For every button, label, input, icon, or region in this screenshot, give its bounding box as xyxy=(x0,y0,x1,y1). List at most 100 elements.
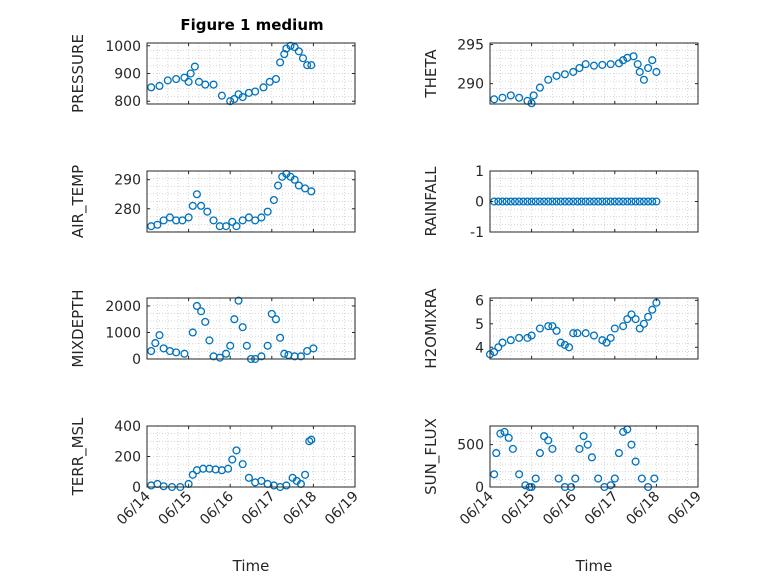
data-point xyxy=(221,349,231,358)
data-point xyxy=(535,197,544,206)
data-point xyxy=(583,440,592,449)
data-point xyxy=(147,83,156,92)
data-point xyxy=(309,344,318,353)
data-point xyxy=(257,352,266,361)
data-point xyxy=(506,197,515,206)
axes-box xyxy=(489,42,699,105)
x-tick-label: 06/18 xyxy=(280,489,320,529)
y-axis-label: THETA xyxy=(422,49,440,99)
y-tick-label: -1 xyxy=(470,225,484,241)
data-point xyxy=(639,197,648,206)
data-point xyxy=(153,220,162,229)
data-point xyxy=(186,69,195,78)
data-point xyxy=(226,97,235,106)
data-point xyxy=(147,346,156,356)
series-markers xyxy=(490,197,661,206)
data-point xyxy=(587,453,596,462)
data-point xyxy=(263,207,272,216)
x-tick-label: 06/19 xyxy=(665,489,705,529)
data-point xyxy=(635,197,644,206)
data-point xyxy=(230,94,239,104)
data-point xyxy=(589,331,599,340)
data-point xyxy=(192,190,201,199)
data-point xyxy=(498,338,507,347)
data-point xyxy=(556,197,565,206)
data-point xyxy=(296,352,305,361)
subplot-air_temp: 280 290 AIR_TEMP xyxy=(69,165,356,238)
data-point xyxy=(180,73,189,82)
data-point xyxy=(498,197,507,206)
y-axis-label: PRESSURE xyxy=(69,34,87,113)
data-point xyxy=(610,474,619,483)
data-point xyxy=(623,197,632,206)
data-point xyxy=(594,474,603,483)
data-point xyxy=(301,184,310,193)
data-point xyxy=(544,322,553,331)
y-axis-label: H2OMIXRA xyxy=(422,288,440,369)
data-point xyxy=(569,197,578,206)
data-point xyxy=(554,474,563,483)
x-tick-label: 06/16 xyxy=(540,488,580,528)
data-point xyxy=(201,317,210,326)
data-point xyxy=(610,324,619,333)
data-point xyxy=(290,175,299,184)
data-point xyxy=(523,197,532,206)
data-point xyxy=(560,197,569,206)
data-point xyxy=(648,305,657,314)
data-point xyxy=(257,213,266,222)
y-tick-label: 900 xyxy=(114,67,141,83)
data-point xyxy=(627,310,636,319)
data-point xyxy=(504,433,513,442)
data-point xyxy=(197,307,206,316)
data-point xyxy=(548,322,557,331)
data-point xyxy=(221,222,231,231)
data-point xyxy=(606,333,615,342)
axes-box xyxy=(489,425,699,488)
data-point xyxy=(307,187,316,196)
grid xyxy=(146,425,356,488)
y-tick-label: 0 xyxy=(132,352,141,368)
data-point xyxy=(560,340,569,349)
series-markers xyxy=(147,435,316,492)
data-point xyxy=(242,341,251,350)
data-point xyxy=(598,60,607,69)
data-point xyxy=(490,470,499,479)
data-point xyxy=(623,315,632,324)
data-point xyxy=(257,476,266,485)
data-point xyxy=(515,470,524,479)
data-point xyxy=(276,58,285,67)
data-point xyxy=(307,435,316,444)
data-point xyxy=(569,67,578,76)
data-point xyxy=(165,213,174,222)
data-point xyxy=(614,197,624,206)
data-point xyxy=(188,201,197,210)
data-point xyxy=(180,349,189,358)
data-point xyxy=(151,339,160,348)
y-tick-label: 1 xyxy=(475,164,484,180)
data-point xyxy=(190,62,199,71)
data-point xyxy=(496,429,505,438)
subplot-mixdepth: 0 1000 2000 MIXDEPTH xyxy=(69,289,356,368)
data-point xyxy=(571,474,580,483)
data-point xyxy=(619,427,628,436)
data-point xyxy=(232,222,241,231)
data-point xyxy=(228,217,237,226)
x-tick-label: 06/19 xyxy=(322,489,362,529)
data-point xyxy=(259,83,268,92)
data-point xyxy=(184,213,193,222)
data-point xyxy=(303,61,312,70)
series-markers xyxy=(147,169,316,231)
data-point xyxy=(639,75,648,84)
data-point xyxy=(635,67,644,76)
subplot-rainfall: -1 0 1 RAINFALL xyxy=(422,164,699,241)
data-point xyxy=(203,207,212,216)
data-point xyxy=(564,343,574,352)
data-point xyxy=(540,197,549,206)
data-point xyxy=(301,470,310,479)
data-point xyxy=(569,329,578,338)
data-point xyxy=(251,216,260,225)
y-tick-label: 1000 xyxy=(105,39,141,55)
data-point xyxy=(648,197,657,206)
data-point xyxy=(263,341,272,350)
